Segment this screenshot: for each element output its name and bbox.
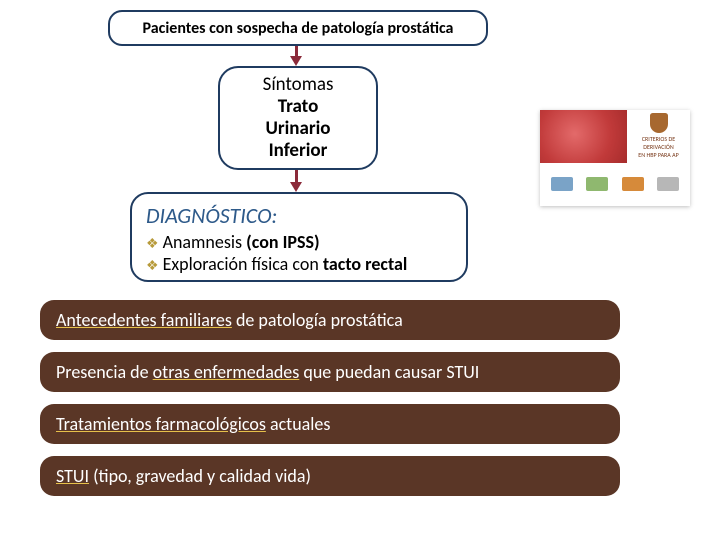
diamond-bullet-icon: ❖ [146,257,159,274]
logo-label-3: EN HBP PARA AP [638,151,678,159]
logo-card-bottom [540,163,690,206]
diagnostic-item-0: ❖ Anamnesis (con IPSS) [146,231,452,253]
info-pill-2: Tratamientos farmacológicos actuales [40,404,620,444]
logo-card: CRITERIOS DE DERIVACIÓN EN HBP PARA AP [540,110,690,206]
logo-red-graphic [540,110,627,163]
diag0-pre: Anamnesis [163,231,247,253]
mini-logo-3 [657,177,679,191]
arrow-1-head [290,56,302,66]
info-pill-3: STUI (tipo, gravedad y calidad vida) [40,456,620,496]
diag0-bold: (con IPSS) [246,231,319,253]
pill1-mid1: Presencia de [56,361,153,383]
info-pill-0: Antecedentes familiares de patología pro… [40,300,620,340]
diagnostic-box: DIAGNÓSTICO: ❖ Anamnesis (con IPSS) ❖ Ex… [130,192,468,282]
diagnostic-title: DIAGNÓSTICO: [146,202,452,229]
symptoms-line-1: Trato [278,96,319,118]
logo-label-1: CRITERIOS DE [642,135,675,143]
pill0-pre: Antecedentes familiares [56,309,232,331]
logo-card-top: CRITERIOS DE DERIVACIÓN EN HBP PARA AP [540,110,690,163]
symptoms-line-3: Inferior [269,140,328,162]
logo-label: CRITERIOS DE DERIVACIÓN EN HBP PARA AP [627,110,690,163]
diag1-pre: Exploración física con [163,253,323,275]
diag1-bold: tacto rectal [323,253,407,275]
symptoms-box: Síntomas Trato Urinario Inferior [218,66,378,170]
diagnostic-item-1: ❖ Exploración física con tacto rectal [146,253,452,275]
symptoms-line-2: Urinario [265,118,330,140]
arrow-2-head [290,182,302,192]
diamond-bullet-icon: ❖ [146,235,159,252]
pill2-post: actuales [266,413,331,435]
logo-label-2: DERIVACIÓN [643,143,674,151]
mini-logo-2 [622,177,644,191]
pill0-post: de patología prostática [232,309,403,331]
pill3-post: (tipo, gravedad y calidad vida) [89,465,311,487]
mini-logo-0 [551,177,573,191]
info-pill-1: Presencia de otras enfermedades que pued… [40,352,620,392]
pill2-pre: Tratamientos farmacológicos [56,413,266,435]
symptoms-line-0: Síntomas [263,74,334,96]
header-text: Pacientes con sospecha de patología pros… [143,19,454,38]
header-box: Pacientes con sospecha de patología pros… [108,10,488,46]
pill1-post: que puedan causar STUI [299,361,479,383]
shield-icon [650,113,668,133]
pill1-u: otras enfermedades [153,361,300,383]
pill3-pre: STUI [56,465,89,487]
mini-logo-1 [586,177,608,191]
